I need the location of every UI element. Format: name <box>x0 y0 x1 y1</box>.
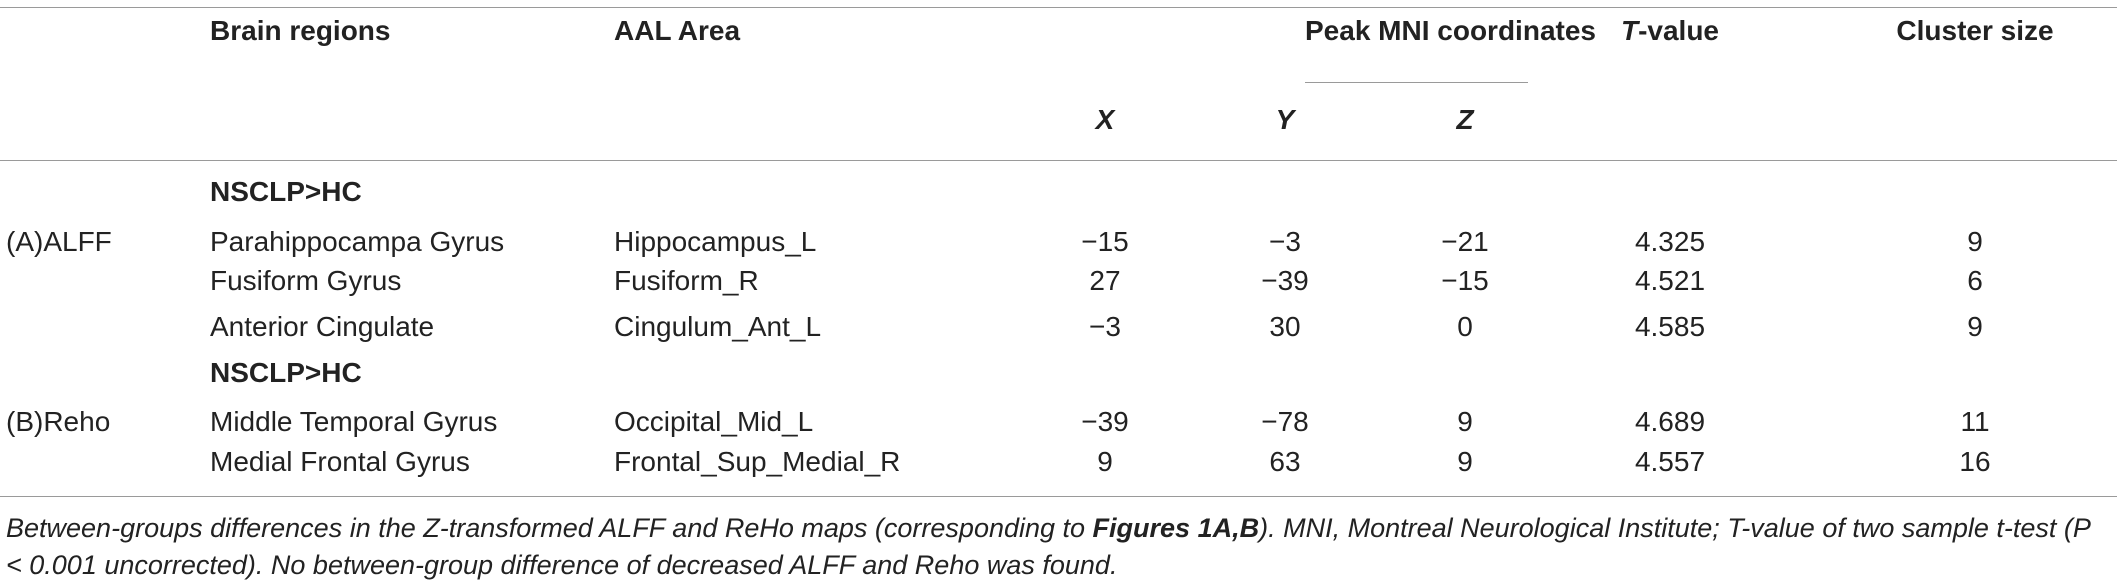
footnote-text-2: ). MNI, Montreal Neurological Institute;… <box>6 513 2090 580</box>
region-cell: Medial Frontal Gyrus <box>210 446 470 477</box>
header-t-letter: T <box>1620 15 1639 46</box>
z-cell: −15 <box>1441 265 1489 296</box>
aal-cell: Cingulum_Ant_L <box>614 311 822 342</box>
cluster-size-cell: 16 <box>1959 446 1991 477</box>
z-cell: −21 <box>1441 226 1489 257</box>
region-cell: Fusiform Gyrus <box>210 265 402 296</box>
x-cell: −15 <box>1081 226 1129 257</box>
cluster-size-cell: 9 <box>1967 311 1983 342</box>
y-cell: 30 <box>1269 311 1301 342</box>
header-brain-regions: Brain regions <box>210 15 391 46</box>
aal-cell: Frontal_Sup_Medial_R <box>614 446 901 477</box>
region-cell: Middle Temporal Gyrus <box>210 406 498 437</box>
header-peak-mni: Peak MNI coordinates <box>1305 15 1596 46</box>
aal-cell: Occipital_Mid_L <box>614 406 814 437</box>
y-cell: −39 <box>1261 265 1309 296</box>
aal-cell: Hippocampus_L <box>614 226 817 257</box>
header-y: Y <box>1275 104 1295 135</box>
z-cell: 0 <box>1457 311 1473 342</box>
header-z: Z <box>1456 104 1474 135</box>
t-value-cell: 4.557 <box>1634 446 1706 477</box>
peak-mni-rule <box>1305 82 1528 83</box>
section-b-subhead: NSCLP>HC <box>210 357 362 388</box>
region-cell: Anterior Cingulate <box>210 311 435 342</box>
x-cell: 9 <box>1097 446 1113 477</box>
t-value-cell: 4.521 <box>1634 265 1706 296</box>
t-value-cell: 4.325 <box>1634 226 1706 257</box>
header-x: X <box>1095 104 1115 135</box>
header-t-suffix: -value <box>1638 15 1720 46</box>
region-cell: Parahippocampa Gyrus <box>210 226 505 257</box>
x-cell: −39 <box>1081 406 1129 437</box>
table-top-rule <box>0 7 2117 8</box>
t-value-cell: 4.689 <box>1634 406 1706 437</box>
t-value-cell: 4.585 <box>1634 311 1706 342</box>
table-footnote: Between-groups differences in the Z-tran… <box>6 510 2106 584</box>
header-cluster-size: Cluster size <box>1896 15 2054 46</box>
group-label-alff: (A)ALFF <box>6 226 112 257</box>
y-cell: −3 <box>1269 226 1301 257</box>
group-label-reho: (B)Reho <box>6 406 111 437</box>
header-bottom-rule <box>0 160 2117 161</box>
aal-cell: Fusiform_R <box>614 265 759 296</box>
z-cell: 9 <box>1457 406 1473 437</box>
cluster-size-cell: 9 <box>1967 226 1983 257</box>
footnote-text-1: Between-groups differences in the Z-tran… <box>6 513 1093 543</box>
y-cell: 63 <box>1269 446 1301 477</box>
cluster-size-cell: 6 <box>1967 265 1983 296</box>
y-cell: −78 <box>1261 406 1309 437</box>
cluster-size-cell: 11 <box>1960 406 1990 437</box>
header-t-value: T-value <box>1600 14 1740 48</box>
figures-link[interactable]: Figures 1A,B <box>1092 513 1260 543</box>
section-a-subhead: NSCLP>HC <box>210 176 362 207</box>
table-bottom-rule <box>0 496 2117 497</box>
x-cell: 27 <box>1089 265 1121 296</box>
header-aal-area: AAL Area <box>614 15 741 46</box>
z-cell: 9 <box>1457 446 1473 477</box>
x-cell: −3 <box>1089 311 1121 342</box>
